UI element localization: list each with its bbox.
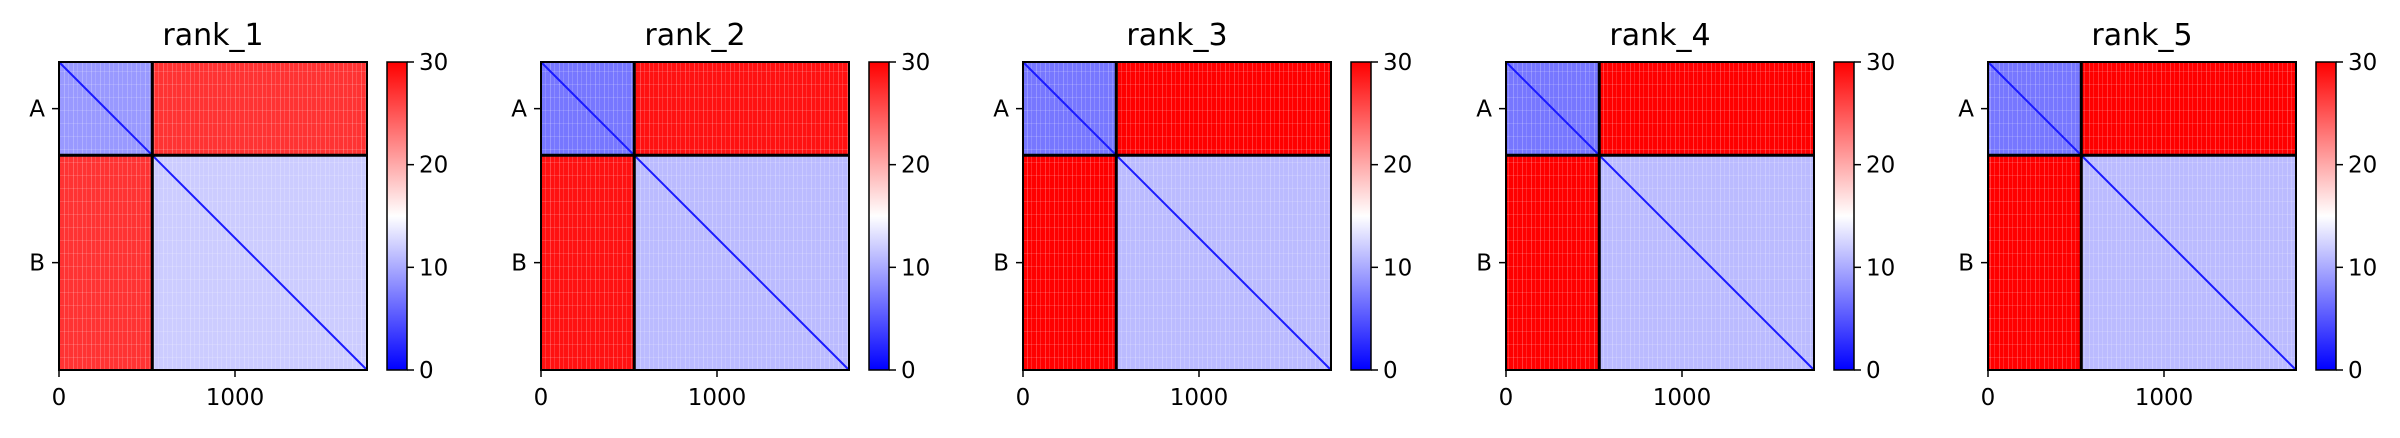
colorbar-frame xyxy=(2315,61,2337,371)
colorbar-tick-label: 30 xyxy=(1866,50,1895,76)
colorbar xyxy=(1834,62,1854,370)
x-tick-label: 0 xyxy=(534,385,549,411)
panel-title: rank_5 xyxy=(2091,18,2192,53)
panel-title: rank_1 xyxy=(162,18,263,53)
diagonal-line xyxy=(1505,61,1815,371)
x-tick-label: 0 xyxy=(52,385,67,411)
x-tick-label: 1000 xyxy=(1170,385,1229,411)
x-tick-label: 1000 xyxy=(2135,385,2194,411)
colorbar-frame xyxy=(868,61,890,371)
row-label: A xyxy=(1476,97,1492,123)
panel-1: rank_1 A B 0 1000 0 10 20 30 xyxy=(29,18,448,411)
colorbar-tick-label: 20 xyxy=(901,153,930,179)
heatmap-texture xyxy=(1506,155,1600,370)
panel-2: rank_2 A B 0 1000 0 10 20 30 xyxy=(511,18,930,411)
colorbar-tick-label: 30 xyxy=(419,50,448,76)
plot-frame xyxy=(540,61,850,371)
heatmap-texture xyxy=(1599,62,1814,156)
row-label: B xyxy=(993,251,1009,277)
plot-frame xyxy=(1505,61,1815,371)
x-tick-label: 0 xyxy=(1981,385,1996,411)
row-label: A xyxy=(29,97,45,123)
plot-frame xyxy=(58,61,368,371)
heatmap-texture xyxy=(59,155,153,370)
colorbar-tick-label: 30 xyxy=(2348,50,2377,76)
row-label: A xyxy=(511,97,527,123)
diagonal-line xyxy=(1987,61,2297,371)
colorbar-tick-label: 10 xyxy=(419,255,448,281)
heatmap-texture xyxy=(2081,62,2296,156)
plot-frame xyxy=(1987,61,2297,371)
row-label: B xyxy=(511,251,527,277)
plot-frame xyxy=(1022,61,1332,371)
diagonal-line xyxy=(540,61,850,371)
colorbar-frame xyxy=(1350,61,1372,371)
heatmap-texture xyxy=(541,155,635,370)
panel-title: rank_4 xyxy=(1609,18,1710,53)
x-tick-label: 0 xyxy=(1016,385,1031,411)
colorbar-tick-label: 20 xyxy=(419,153,448,179)
colorbar xyxy=(2316,62,2336,370)
x-tick-label: 1000 xyxy=(688,385,747,411)
x-tick-label: 0 xyxy=(1499,385,1514,411)
colorbar-tick-label: 20 xyxy=(2348,153,2377,179)
heatmap-texture xyxy=(1116,62,1331,156)
colorbar-tick-label: 20 xyxy=(1866,153,1895,179)
diagonal-line xyxy=(1022,61,1332,371)
colorbar-frame xyxy=(1833,61,1855,371)
x-tick-label: 1000 xyxy=(206,385,265,411)
colorbar-tick-label: 10 xyxy=(1866,255,1895,281)
colorbar xyxy=(869,62,889,370)
colorbar-tick-label: 20 xyxy=(1383,153,1412,179)
colorbar-tick-label: 10 xyxy=(1383,255,1412,281)
heatmap-texture xyxy=(152,62,367,156)
colorbar-tick-label: 0 xyxy=(1866,358,1881,384)
heatmap-texture xyxy=(1023,155,1117,370)
row-label: A xyxy=(993,97,1009,123)
row-label: A xyxy=(1958,97,1974,123)
colorbar-frame xyxy=(386,61,408,371)
panel-3: rank_3 A B 0 1000 0 10 20 30 xyxy=(993,18,1412,411)
colorbar-tick-label: 0 xyxy=(2348,358,2363,384)
panel-title: rank_3 xyxy=(1126,18,1227,53)
colorbar xyxy=(1351,62,1371,370)
colorbar-tick-label: 30 xyxy=(901,50,930,76)
heatmap-texture xyxy=(634,62,849,156)
colorbar-tick-label: 10 xyxy=(2348,255,2377,281)
colorbar xyxy=(387,62,407,370)
colorbar-tick-label: 30 xyxy=(1383,50,1412,76)
colorbar-tick-label: 0 xyxy=(901,358,916,384)
colorbar-tick-label: 0 xyxy=(419,358,434,384)
colorbar-tick-label: 0 xyxy=(1383,358,1398,384)
row-label: B xyxy=(1476,251,1492,277)
diagonal-line xyxy=(58,61,368,371)
panel-5: rank_5 A B 0 1000 0 10 20 30 xyxy=(1958,18,2377,411)
row-label: B xyxy=(29,251,45,277)
panel-4: rank_4 A B 0 1000 0 10 20 30 xyxy=(1476,18,1895,411)
row-label: B xyxy=(1958,251,1974,277)
colorbar-tick-label: 10 xyxy=(901,255,930,281)
heatmap-texture xyxy=(1988,155,2082,370)
x-tick-label: 1000 xyxy=(1653,385,1712,411)
panel-title: rank_2 xyxy=(644,18,745,53)
